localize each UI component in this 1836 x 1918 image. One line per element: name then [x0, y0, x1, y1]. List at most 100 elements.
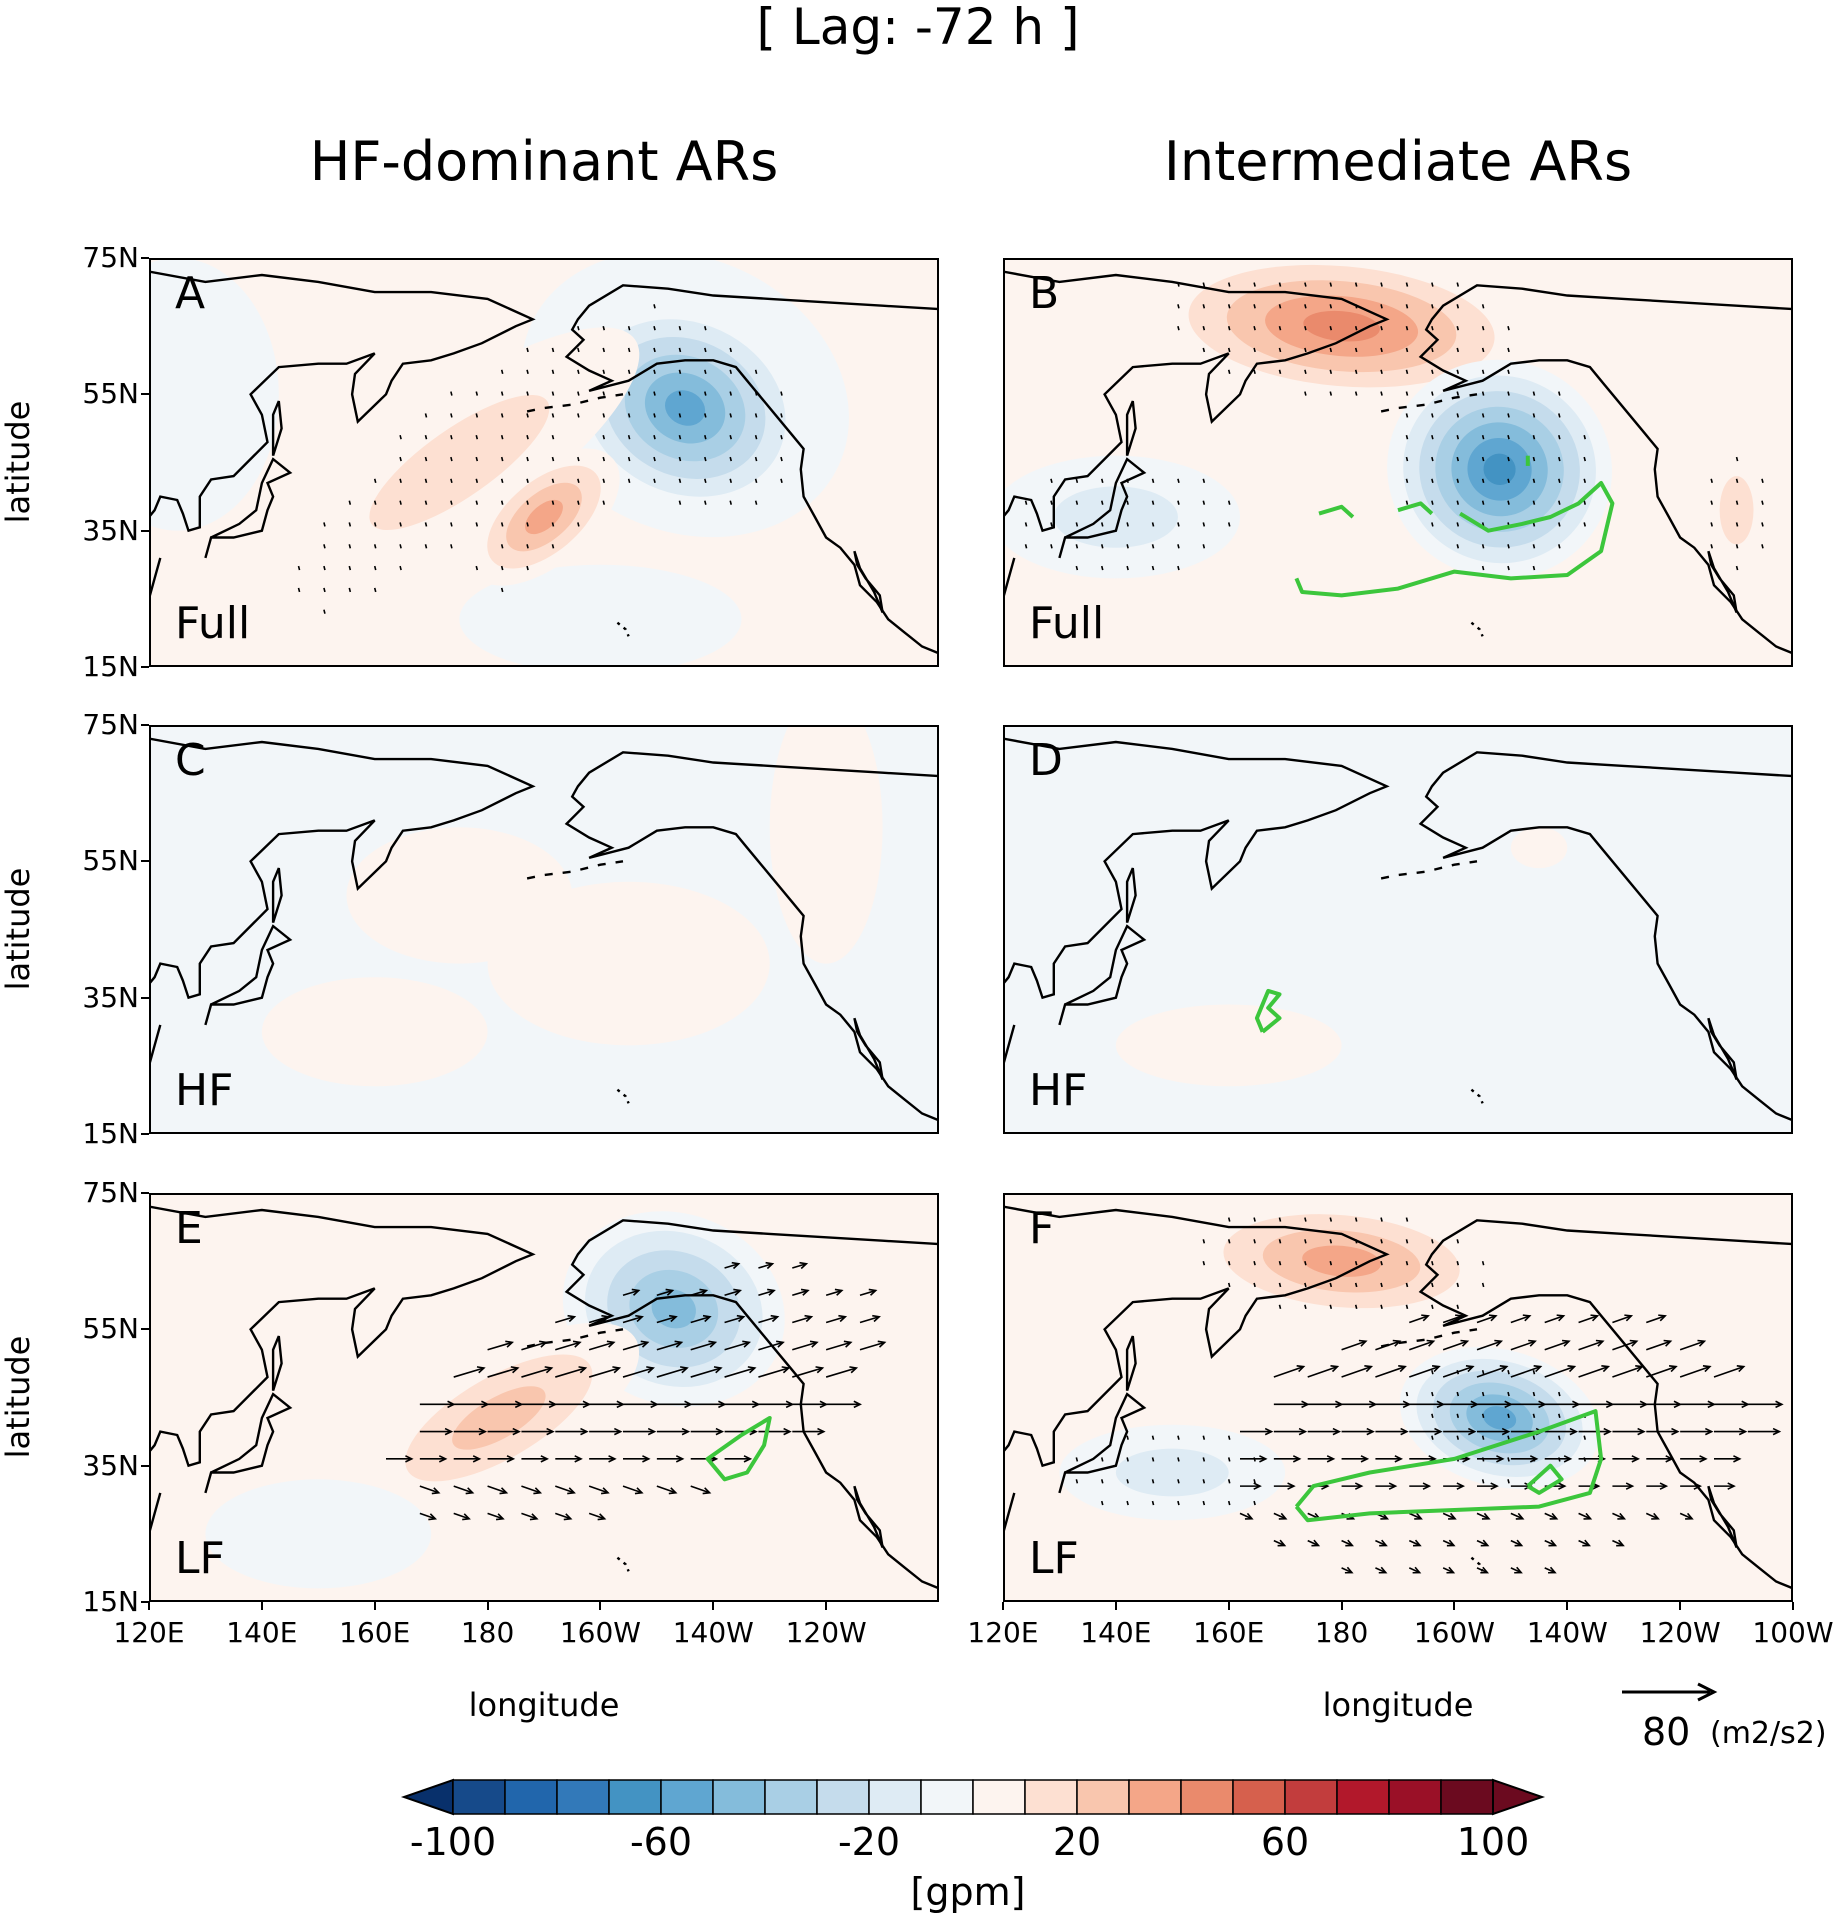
- panel-component-label: HF: [175, 1065, 234, 1116]
- x-axis-label-right: longitude: [1322, 1686, 1474, 1724]
- tick-mark: [1792, 1602, 1794, 1610]
- ar-frequency-contour: [1294, 1409, 1604, 1523]
- map-panel-b: B Full: [1003, 258, 1793, 667]
- contour-level: [1302, 1245, 1381, 1277]
- ar-frequency-contour: [1294, 455, 1615, 598]
- panel-letter: A: [175, 268, 206, 319]
- colorbar-swatch: [764, 1779, 818, 1815]
- contour-level: [369, 394, 550, 531]
- contour-level: [1414, 592, 1551, 647]
- tick-mark: [141, 860, 149, 863]
- coastlines: [1005, 270, 1791, 654]
- map-panel-f: F LF: [1003, 1193, 1793, 1602]
- contour-level: [1115, 1004, 1342, 1087]
- lon-tick-label: 160W: [559, 1616, 641, 1649]
- tick-mark: [1453, 1602, 1456, 1610]
- colorbar-swatch: [920, 1779, 974, 1815]
- map-panel-a: A Full: [149, 258, 939, 667]
- contour-level: [1303, 310, 1380, 342]
- filled-contours: [205, 1211, 785, 1589]
- y-axis-label: latitude: [0, 1335, 37, 1458]
- panel-component-label: LF: [175, 1533, 225, 1584]
- contour-level: [769, 727, 883, 964]
- coastlines: [1005, 737, 1791, 1121]
- colorbar: [400, 1778, 1546, 1816]
- y-axis-label: latitude: [0, 400, 37, 523]
- panel-component-label: LF: [1029, 1533, 1079, 1584]
- map-canvas: [151, 260, 937, 665]
- column-title-intermediate: Intermediate ARs: [1163, 130, 1633, 193]
- map-panel-e: E LF: [149, 1193, 939, 1602]
- panel-letter: D: [1029, 735, 1063, 786]
- tick-mark: [141, 1133, 149, 1135]
- contour-level: [1510, 827, 1568, 869]
- coastlines: [151, 737, 937, 1121]
- lon-tick-label: 140E: [226, 1616, 298, 1649]
- colorbar-swatch: [1128, 1779, 1182, 1815]
- coastlines: [151, 1205, 937, 1589]
- contour-level: [1482, 1406, 1517, 1430]
- lat-tick-label: 35N: [82, 1448, 139, 1482]
- lat-tick-label: 35N: [82, 980, 139, 1014]
- lat-tick-label: 55N: [82, 844, 139, 878]
- figure-title: [ Lag: -72 h ]: [756, 0, 1080, 56]
- tick-mark: [141, 1328, 149, 1331]
- lon-tick-label: 120W: [785, 1616, 867, 1649]
- tick-mark: [141, 257, 149, 259]
- tick-mark: [141, 1192, 149, 1194]
- colorbar-swatch: [452, 1779, 506, 1815]
- colorbar-tick-label: -20: [837, 1820, 901, 1864]
- tick-mark: [141, 393, 149, 396]
- lon-tick-label: 140W: [672, 1616, 754, 1649]
- contour-level: [1014, 353, 1105, 422]
- colorbar-tick-label: 20: [1052, 1820, 1102, 1864]
- significance-stippling: [1024, 282, 1764, 571]
- colorbar-min-extend: [400, 1778, 454, 1816]
- lon-tick-label: 120W: [1639, 1616, 1721, 1649]
- filled-contours: [1005, 260, 1771, 647]
- tick-mark: [148, 1602, 150, 1610]
- lon-tick-label: 180: [460, 1616, 515, 1649]
- lon-tick-label: 140W: [1526, 1616, 1608, 1649]
- lat-tick-label: 15N: [82, 1585, 139, 1618]
- lat-tick-label: 35N: [82, 513, 139, 547]
- colorbar-swatch: [660, 1779, 714, 1815]
- panel-letter: E: [175, 1203, 203, 1254]
- map-canvas: [151, 1195, 937, 1600]
- y-axis-label: latitude: [0, 867, 37, 990]
- lon-tick-label: 160W: [1413, 1616, 1495, 1649]
- colorbar-swatch: [504, 1779, 558, 1815]
- colorbar-swatch: [608, 1779, 662, 1815]
- filled-contours: [1059, 1198, 1600, 1600]
- colorbar-units: [gpm]: [910, 1870, 1026, 1914]
- lat-tick-label: 55N: [82, 377, 139, 411]
- coastlines: [151, 270, 937, 654]
- colorbar-tick-label: 100: [1456, 1820, 1530, 1864]
- lon-tick-label: 140E: [1080, 1616, 1152, 1649]
- filled-contours: [261, 727, 883, 1087]
- tick-mark: [141, 529, 149, 532]
- vector-key-units: (m2/s2): [1710, 1716, 1827, 1751]
- x-axis-label-left: longitude: [468, 1686, 620, 1724]
- tick-mark: [141, 1601, 149, 1603]
- wind-vectors: [1239, 1314, 1784, 1574]
- contour-level: [205, 1479, 432, 1589]
- lon-tick-label: 160E: [339, 1616, 411, 1649]
- lon-tick-label: 120E: [113, 1616, 185, 1649]
- contour-level: [459, 564, 742, 665]
- tick-mark: [486, 1602, 489, 1610]
- colorbar-swatch: [816, 1779, 870, 1815]
- lat-tick-label: 75N: [82, 241, 139, 274]
- colorbar-swatch: [1440, 1779, 1494, 1815]
- vector-key-arrow: [1622, 1682, 1718, 1702]
- tick-mark: [712, 1602, 715, 1610]
- ar-frequency-contour: [1254, 988, 1282, 1034]
- panel-letter: B: [1029, 268, 1060, 319]
- tick-mark: [141, 724, 149, 726]
- colorbar-swatch: [972, 1779, 1026, 1815]
- tick-mark: [373, 1602, 376, 1610]
- panel-component-label: HF: [1029, 1065, 1088, 1116]
- tick-mark: [1340, 1602, 1343, 1610]
- contour-level: [664, 390, 706, 426]
- tick-mark: [141, 1464, 149, 1467]
